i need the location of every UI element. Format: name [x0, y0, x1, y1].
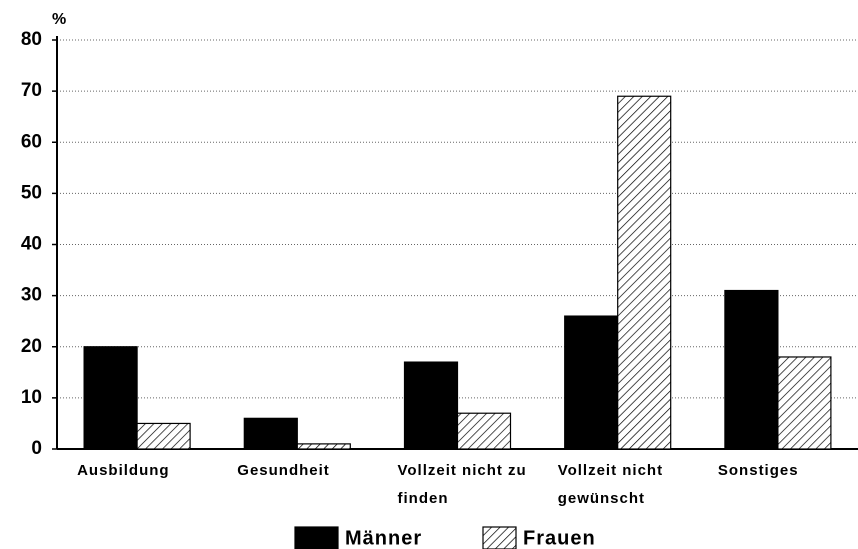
bar	[724, 289, 779, 450]
y-tick-label: 40	[21, 234, 42, 255]
y-tick-label: 10	[21, 387, 42, 408]
x-tick-label: Vollzeit nicht gewünscht	[557, 462, 664, 507]
y-tick-label: 60	[21, 131, 42, 152]
legend-swatch	[294, 526, 339, 549]
bar	[243, 417, 298, 450]
bar	[403, 361, 459, 450]
bar	[777, 356, 832, 450]
bar	[83, 346, 138, 450]
legend-label: Männer	[345, 527, 422, 549]
y-axis-label: %	[52, 11, 66, 28]
y-tick-label: 70	[21, 80, 42, 101]
y-tick-label: 0	[31, 438, 42, 459]
legend-label: Frauen	[523, 527, 596, 549]
x-tick-label: Ausbildung	[77, 462, 170, 479]
legend-swatch	[482, 526, 517, 549]
y-tick-label: 30	[21, 285, 42, 306]
bar	[564, 315, 619, 450]
y-tick-label: 20	[21, 336, 42, 357]
bar	[136, 422, 191, 450]
x-tick-label: Sonstiges	[717, 462, 799, 479]
bar	[617, 95, 672, 450]
x-tick-label: Gesundheit	[237, 462, 330, 479]
y-tick-label: 50	[21, 182, 42, 203]
bar	[296, 443, 351, 450]
y-tick-label: 80	[21, 29, 42, 50]
bar	[456, 412, 512, 450]
x-tick-label: Vollzeit nicht zu finden	[397, 462, 527, 507]
